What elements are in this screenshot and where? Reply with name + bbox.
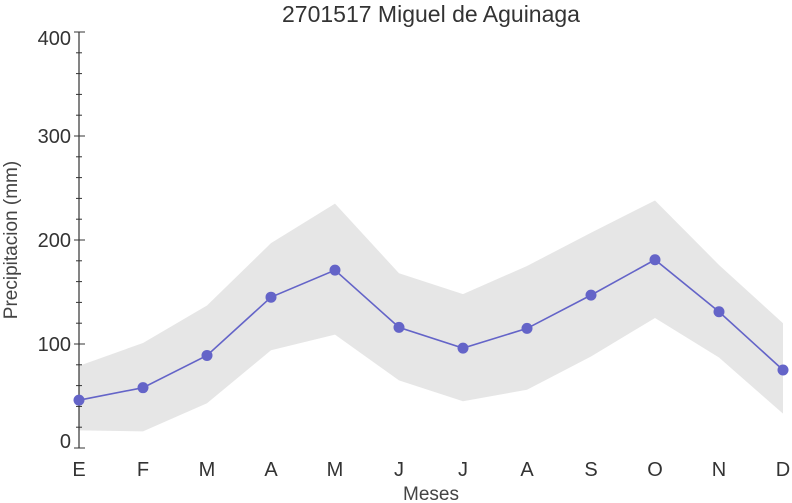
y-axis-label: Precipitacion (mm) — [1, 161, 22, 319]
y-tick-label: 0 — [60, 431, 71, 453]
data-point — [329, 264, 341, 276]
data-point — [585, 289, 597, 301]
y-tick-label: 400 — [38, 28, 71, 50]
data-point — [649, 254, 661, 266]
x-tick-label: A — [520, 459, 534, 481]
data-point — [521, 322, 533, 334]
x-tick-label: N — [712, 459, 726, 481]
data-point — [457, 342, 469, 354]
chart-title: 2701517 Miguel de Aguinaga — [282, 1, 580, 27]
x-tick-label: F — [137, 459, 149, 481]
series-layer — [73, 254, 789, 406]
x-tick-label: E — [72, 459, 85, 481]
data-point — [777, 364, 789, 376]
y-axis — [74, 31, 85, 449]
x-tick-label: J — [394, 459, 404, 481]
y-tick-label: 200 — [38, 230, 71, 252]
data-point — [265, 291, 277, 303]
data-point — [713, 306, 725, 318]
x-tick-label: M — [327, 459, 344, 481]
series-line — [78, 258, 784, 401]
x-tick-label: D — [776, 459, 790, 481]
x-tick-label: S — [584, 459, 597, 481]
data-point — [393, 321, 405, 333]
data-point — [137, 382, 149, 394]
data-point — [201, 349, 213, 361]
y-tick-labels: 0 100 200 300 400 — [38, 28, 71, 453]
x-tick-label: J — [458, 459, 468, 481]
x-tick-label: M — [199, 459, 216, 481]
data-point — [73, 394, 85, 406]
x-tick-label: O — [647, 459, 663, 481]
y-tick-label: 300 — [38, 126, 71, 148]
range-band — [79, 200, 783, 432]
x-axis-label: Meses — [403, 484, 459, 503]
band-layer — [79, 200, 783, 432]
y-tick-label: 100 — [38, 334, 71, 356]
x-tick-label: A — [264, 459, 278, 481]
